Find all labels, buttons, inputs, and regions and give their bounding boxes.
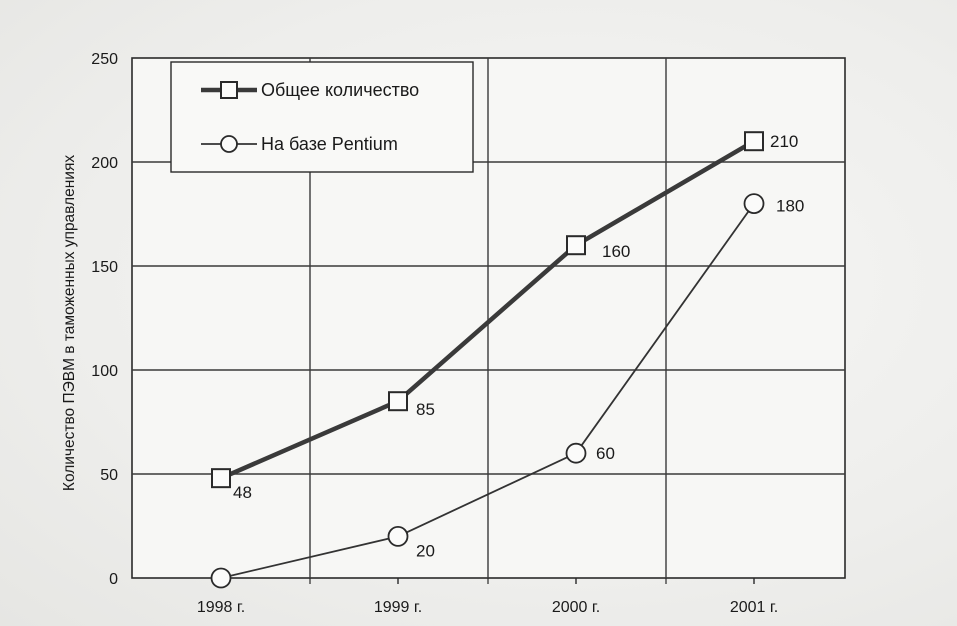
y-tick-label: 250 — [91, 51, 118, 68]
legend-label: На базе Pentium — [261, 134, 398, 154]
data-point-square — [211, 468, 231, 489]
x-tick-label: 1999 г. — [374, 599, 422, 616]
legend-marker-circle — [220, 135, 238, 153]
data-point-square — [388, 391, 408, 412]
data-point-square — [566, 235, 586, 256]
data-label: 20 — [416, 541, 435, 560]
x-tick-label: 2000 г. — [552, 599, 600, 616]
axes: 0 50 100 150 200 250 1998 г. 1999 г. 2000 г. 2001… — [91, 51, 778, 616]
series-line-pentium — [220, 203, 755, 579]
legend: Общее количество На базе Pentium — [170, 61, 474, 173]
data-label: 210 — [770, 132, 798, 151]
data-point-circle — [210, 567, 232, 589]
data-label: 85 — [416, 400, 435, 419]
legend-label: Общее количество — [261, 80, 419, 100]
y-tick-label: 200 — [91, 155, 118, 172]
y-tick-label: 0 — [109, 571, 118, 588]
data-label: 48 — [233, 483, 252, 502]
x-tick-label: 1998 г. — [197, 599, 245, 616]
data-label: 180 — [776, 197, 804, 216]
legend-marker-square — [220, 81, 238, 99]
y-tick-label: 100 — [91, 363, 118, 380]
series-lines — [210, 131, 765, 589]
data-point-circle — [743, 193, 765, 215]
data-labels: 48 85 160 210 20 60 180 — [233, 132, 804, 560]
y-tick-label: 50 — [100, 467, 118, 484]
y-tick-label: 150 — [91, 259, 118, 276]
x-tick-label: 2001 г. — [730, 599, 778, 616]
data-label: 60 — [596, 444, 615, 463]
data-point-square — [744, 131, 764, 152]
data-point-circle — [387, 526, 409, 547]
data-label: 160 — [602, 242, 630, 261]
series-line-total — [220, 139, 756, 481]
data-point-circle — [565, 442, 587, 464]
y-axis-title: Количество ПЭВМ в таможенных управлениях — [61, 155, 78, 491]
legend-box — [170, 61, 474, 173]
